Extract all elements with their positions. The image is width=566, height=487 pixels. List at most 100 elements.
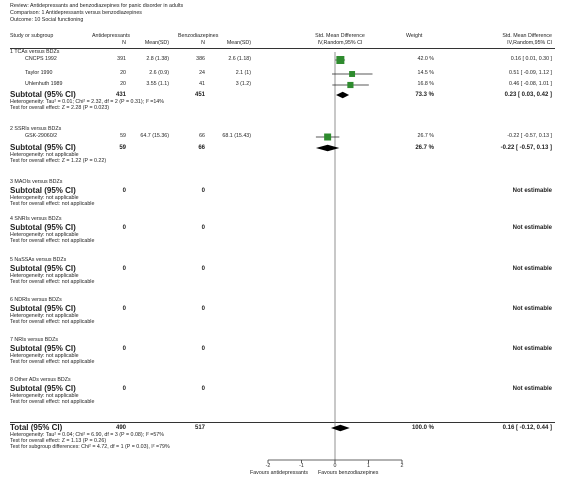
group-overall-effect: Test for overall effect: Z = 1.22 (P = 0… <box>10 158 107 164</box>
group-title: 7 NRIs versus BDZs <box>10 337 58 343</box>
axis-tick-label: 2 <box>400 463 404 469</box>
study-ci: 0.46 [ -0.08, 1.01 ] <box>509 81 552 87</box>
subtotal-exp-n: 0 <box>122 386 126 392</box>
subtotal-ci: Not estimable <box>512 346 552 352</box>
total-diamond <box>330 424 350 432</box>
subtotal-ctrl-n: 66 <box>198 145 205 151</box>
review-title: Review: Antidepressants and benzodiazepi… <box>10 3 184 9</box>
subtotal-ctrl-n: 451 <box>194 92 205 98</box>
subtotal-label: Subtotal (95% CI) <box>10 384 76 393</box>
study-name: Uhlenhuth 1989 <box>25 81 63 87</box>
favours-right-label: Favours benzodiazepines <box>318 470 379 476</box>
subtotal-ci: Not estimable <box>512 225 552 231</box>
col-md-sub: IV,Random,95% CI <box>507 40 552 46</box>
study-point-marker <box>324 133 332 141</box>
col-ctrl-mean: Mean(SD) <box>226 40 251 46</box>
favours-left-label: Favours antidepressants <box>249 470 308 476</box>
subtotal-label: Subtotal (95% CI) <box>10 304 76 313</box>
study-exp-mean: 2.6 (0.9) <box>149 70 169 76</box>
group-title: 6 NDRIs versus BDZs <box>10 297 62 303</box>
subtotal-exp-n: 0 <box>122 346 126 352</box>
study-ctrl-n: 386 <box>196 56 205 62</box>
axis-tick-label: -1 <box>299 463 304 469</box>
study-ci: -0.22 [ -0.57, 0.13 ] <box>507 133 552 139</box>
subtotal-exp-n: 59 <box>119 145 126 151</box>
subtotal-weight: 73.3 % <box>415 92 434 98</box>
study-exp-n: 59 <box>120 133 126 139</box>
group-heterogeneity: Heterogeneity: not applicable <box>10 313 79 319</box>
group-title: 8 Other ADs versus BDZs <box>10 377 71 383</box>
study-exp-mean: 2.8 (1.38) <box>146 56 169 62</box>
header-rule <box>10 48 555 49</box>
group-overall-effect: Test for overall effect: not applicable <box>10 359 95 365</box>
study-name: Taylor 1990 <box>25 70 53 76</box>
total-weight: 100.0 % <box>411 425 434 431</box>
group-overall-effect: Test for overall effect: not applicable <box>10 399 95 405</box>
study-ci: 0.16 [ 0.01, 0.30 ] <box>510 56 552 62</box>
subtotal-label: Subtotal (95% CI) <box>10 264 76 273</box>
subtotal-label: Subtotal (95% CI) <box>10 223 76 232</box>
col-ctrl: Benzodiazepines <box>178 33 219 39</box>
subtotal-diamond <box>336 91 350 99</box>
subtotal-exp-n: 431 <box>115 92 126 98</box>
study-ctrl-mean: 3 (1.2) <box>235 81 251 87</box>
subtotal-ctrl-n: 0 <box>201 386 205 392</box>
col-study: Study or subgroup <box>10 33 54 39</box>
study-ctrl-n: 24 <box>199 70 205 76</box>
col-effect-sub: IV,Random,95% CI <box>317 40 363 46</box>
subtotal-ctrl-n: 0 <box>201 266 205 272</box>
subtotal-label: Subtotal (95% CI) <box>10 186 76 195</box>
col-effect-title: Std. Mean Difference <box>315 33 365 39</box>
subtotal-ci: Not estimable <box>512 386 552 392</box>
subgroup-differences: Test for subgroup differences: Chi² = 4.… <box>10 444 170 450</box>
axis-tick-label: 0 <box>333 463 337 469</box>
total-overall-effect: Test for overall effect: Z = 1.13 (P = 0… <box>10 438 107 444</box>
col-exp-mean: Mean(SD) <box>144 40 169 46</box>
col-exp: Antidepressants <box>92 33 130 39</box>
comparison-title: Comparison: 1 Antidepressants versus ben… <box>10 10 142 16</box>
group-overall-effect: Test for overall effect: not applicable <box>10 279 95 285</box>
study-ci: 0.51 [ -0.09, 1.12 ] <box>509 70 552 76</box>
total-exp-n: 490 <box>115 425 126 431</box>
subtotal-ctrl-n: 0 <box>201 346 205 352</box>
group-overall-effect: Test for overall effect: Z = 2.28 (P = 0… <box>10 105 110 111</box>
subtotal-ctrl-n: 0 <box>201 188 205 194</box>
study-ctrl-mean: 2.1 (1) <box>235 70 251 76</box>
study-weight: 42.0 % <box>417 56 435 62</box>
col-exp-n: N <box>122 40 126 46</box>
subtotal-ctrl-n: 0 <box>201 225 205 231</box>
group-heterogeneity: Heterogeneity: not applicable <box>10 273 79 279</box>
study-exp-n: 391 <box>117 56 126 62</box>
study-weight: 16.8 % <box>417 81 435 87</box>
subtotal-ci: Not estimable <box>512 266 552 272</box>
subtotal-diamond <box>315 144 340 152</box>
subtotal-ctrl-n: 0 <box>201 306 205 312</box>
group-title: 4 SNRIs versus BDZs <box>10 216 62 222</box>
total-ctrl-n: 517 <box>194 425 205 431</box>
group-title: 2 SSRIs versus BDZs <box>10 126 62 132</box>
subtotal-ci: -0.22 [ -0.57, 0.13 ] <box>500 145 552 151</box>
total-heterogeneity: Heterogeneity: Tau² = 0.04; Chi² = 6.90,… <box>10 432 164 438</box>
subtotal-exp-n: 0 <box>122 306 126 312</box>
group-title: 5 NaSSAs versus BDZs <box>10 257 67 263</box>
study-name: CNCPS 1992 <box>25 56 57 62</box>
total-rule <box>10 422 555 423</box>
group-title: 3 MAOIs versus BDZs <box>10 179 63 185</box>
study-exp-mean: 3.55 (1.1) <box>146 81 169 87</box>
subtotal-ci: Not estimable <box>512 188 552 194</box>
group-heterogeneity: Heterogeneity: not applicable <box>10 232 79 238</box>
subtotal-weight: 26.7 % <box>415 145 434 151</box>
study-exp-n: 20 <box>120 70 126 76</box>
study-exp-n: 20 <box>120 81 126 87</box>
subtotal-label: Subtotal (95% CI) <box>10 90 76 99</box>
subtotal-label: Subtotal (95% CI) <box>10 344 76 353</box>
study-weight: 26.7 % <box>417 133 435 139</box>
group-heterogeneity: Heterogeneity: Tau² = 0.01; Chi² = 2.32,… <box>10 99 164 105</box>
study-point-marker <box>349 71 356 77</box>
subtotal-exp-n: 0 <box>122 188 126 194</box>
total-ci: 0.16 [ -0.12, 0.44 ] <box>502 425 552 431</box>
study-point-marker <box>336 56 345 64</box>
group-heterogeneity: Heterogeneity: not applicable <box>10 393 79 399</box>
subtotal-exp-n: 0 <box>122 266 126 272</box>
